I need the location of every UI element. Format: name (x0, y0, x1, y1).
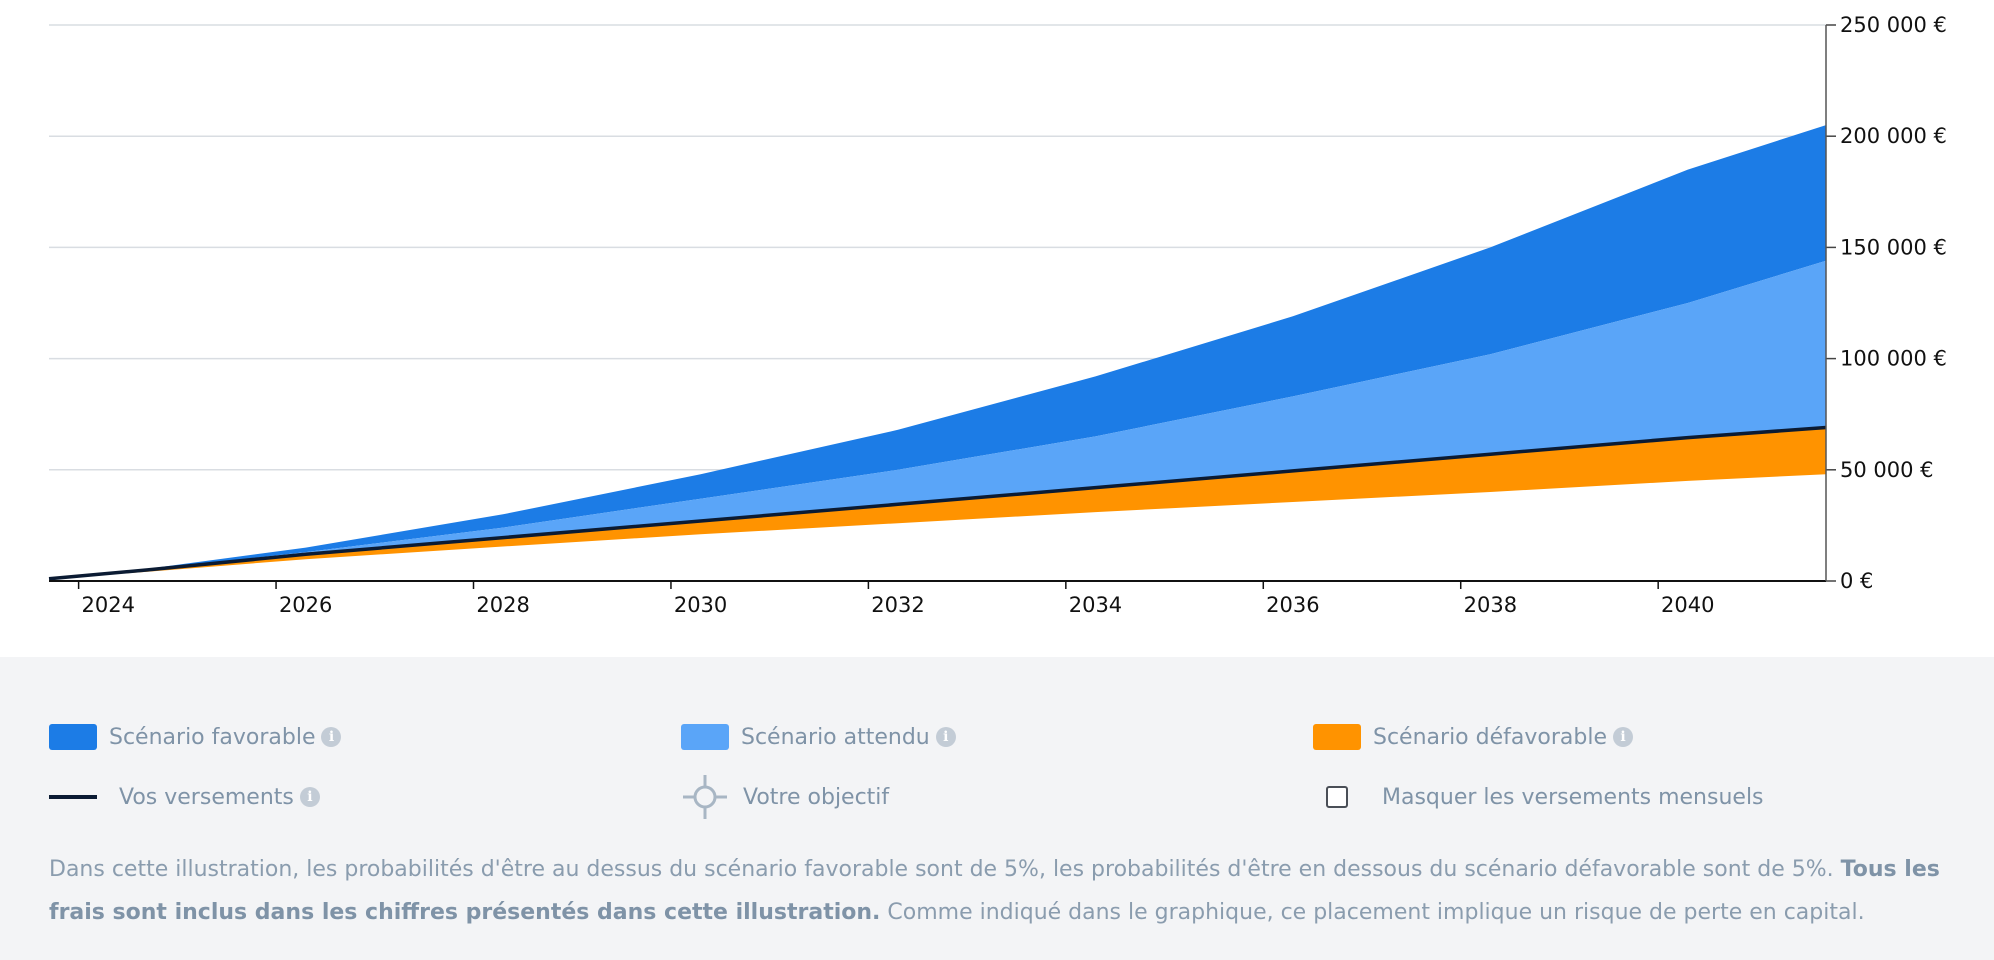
disclaimer-bold: Tous les frais sont inclus dans les chif… (49, 857, 1940, 925)
y-tick-label: 0 € (1840, 569, 1873, 593)
legend-label-attendu: Scénario attendu (741, 724, 930, 750)
favorable-swatch (49, 724, 97, 750)
x-tick-label: 2036 (1266, 593, 1319, 617)
legend-item-objectif[interactable]: Votre objectif (681, 769, 889, 825)
legend-label-masquer: Masquer les versements mensuels (1382, 784, 1764, 810)
disclaimer-part2: Comme indiqué dans le graphique, ce plac… (880, 900, 1865, 925)
versements-line (48, 425, 1827, 581)
legend-item-versements[interactable]: Vos versements i (49, 782, 320, 812)
hide-payments-checkbox[interactable] (1326, 786, 1348, 808)
info-icon[interactable]: i (321, 727, 342, 747)
info-icon[interactable]: i (935, 727, 956, 747)
legend-label-versements: Vos versements (119, 784, 294, 810)
y-tick-label: 50 000 € (1840, 458, 1934, 482)
y-tick-label: 250 000 € (1840, 13, 1947, 37)
legend-label-objectif: Votre objectif (743, 784, 890, 810)
attendu-swatch (681, 724, 729, 750)
versements-line-swatch (49, 795, 97, 799)
line-layer (48, 425, 1827, 581)
area-layer (49, 125, 1826, 579)
legend-item-attendu[interactable]: Scénario attendu i (681, 722, 956, 752)
y-tick-label: 150 000 € (1840, 235, 1947, 259)
info-icon[interactable]: i (1612, 727, 1633, 747)
x-tick-label: 2030 (674, 593, 727, 617)
info-icon[interactable]: i (299, 787, 320, 807)
y-tick-label: 200 000 € (1840, 124, 1947, 148)
disclaimer-text: Dans cette illustration, les probabilité… (49, 848, 1949, 934)
legend-label-defavorable: Scénario défavorable (1373, 724, 1607, 750)
legend-panel: Scénario favorable i Scénario attendu i … (0, 657, 1994, 960)
x-tick-label: 2028 (476, 593, 529, 617)
legend-label-favorable: Scénario favorable (109, 724, 316, 750)
x-tick-label: 2038 (1464, 593, 1517, 617)
attendu-area (49, 260, 1826, 579)
crosshair-icon (683, 775, 727, 819)
x-tick-label: 2026 (279, 593, 332, 617)
disclaimer-part1: Dans cette illustration, les probabilité… (49, 857, 1841, 882)
x-tick-label: 2024 (82, 593, 135, 617)
defavorable-area (49, 427, 1826, 579)
x-tick-label: 2032 (871, 593, 924, 617)
chart-area: 0 € 50 000 € 100 000 € 150 000 € 200 000 € 25… (48, 13, 1947, 617)
legend-item-defavorable[interactable]: Scénario défavorable i (1313, 722, 1633, 752)
projection-chart: 0 € 50 000 € 100 000 € 150 000 € 200 000 € 25… (48, 13, 1947, 617)
defavorable-swatch (1313, 724, 1361, 750)
favorable-area (49, 125, 1826, 579)
x-tick-label: 2034 (1069, 593, 1122, 617)
y-tick-label: 100 000 € (1840, 347, 1947, 371)
legend-item-masquer[interactable]: Masquer les versements mensuels (1320, 782, 1764, 812)
legend-item-favorable[interactable]: Scénario favorable i (49, 722, 342, 752)
axis-layer: 0 € 50 000 € 100 000 € 150 000 € 200 000 € 25… (49, 13, 1947, 617)
x-tick-label: 2040 (1661, 593, 1714, 617)
